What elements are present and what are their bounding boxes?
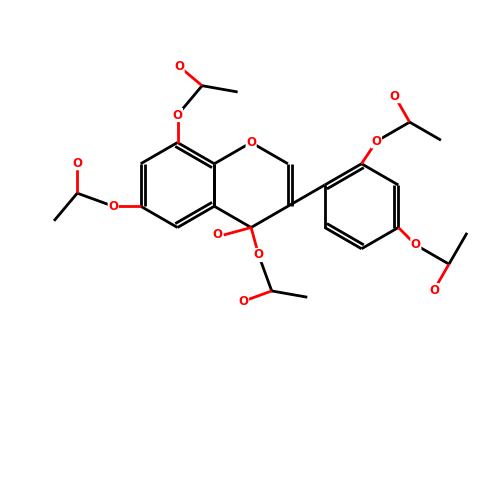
Text: O: O [429,284,439,296]
Text: O: O [108,200,118,213]
Text: O: O [212,228,222,241]
Text: O: O [390,90,400,102]
Text: O: O [172,108,182,122]
Text: O: O [174,60,184,73]
Text: O: O [238,294,248,308]
Text: O: O [246,136,256,149]
Text: O: O [72,156,83,170]
Text: O: O [372,134,382,148]
Text: O: O [411,238,421,252]
Text: O: O [254,248,264,262]
